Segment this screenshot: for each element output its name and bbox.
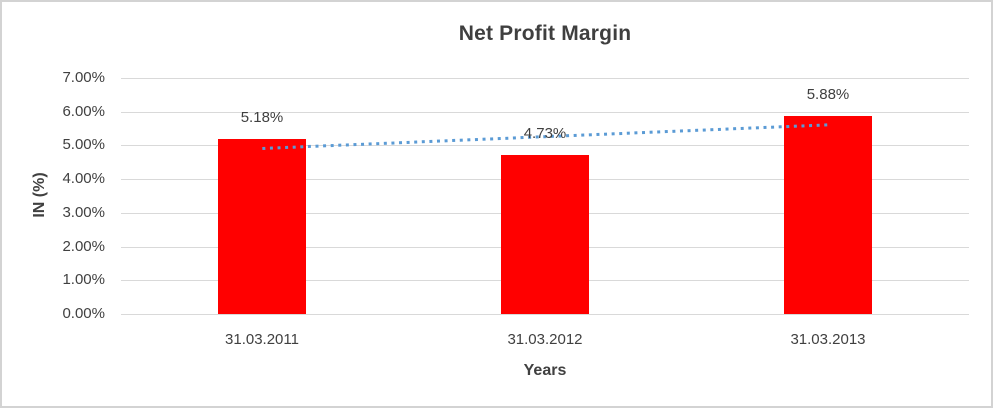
x-axis-tick-label: 31.03.2012 xyxy=(507,331,583,348)
x-axis-tick-label: 31.03.2013 xyxy=(790,331,866,348)
y-axis-tick-label: 4.00% xyxy=(62,170,105,187)
y-axis-tick-label: 1.00% xyxy=(62,271,105,288)
y-axis-tick-label: 6.00% xyxy=(62,103,105,120)
y-axis-tick-label: 7.00% xyxy=(62,69,105,86)
y-axis-tick-label: 5.00% xyxy=(62,136,105,153)
x-axis-title: Years xyxy=(523,362,567,379)
bar-data-label: 5.18% xyxy=(240,109,284,126)
bar-data-label: 5.88% xyxy=(806,86,850,103)
chart-title: Net Profit Margin xyxy=(458,22,632,45)
gridline xyxy=(121,78,969,79)
bar-31.03.2013 xyxy=(784,116,872,314)
y-axis-tick-label: 3.00% xyxy=(62,204,105,221)
bar-data-label: 4.73% xyxy=(523,125,567,142)
gridline xyxy=(121,314,969,315)
bar-31.03.2012 xyxy=(501,155,589,314)
y-axis-tick-label: 0.00% xyxy=(62,305,105,322)
y-axis-tick-label: 2.00% xyxy=(62,238,105,255)
x-axis-tick-label: 31.03.2011 xyxy=(225,331,299,348)
gridline xyxy=(121,112,969,113)
bar-31.03.2011 xyxy=(218,139,306,314)
